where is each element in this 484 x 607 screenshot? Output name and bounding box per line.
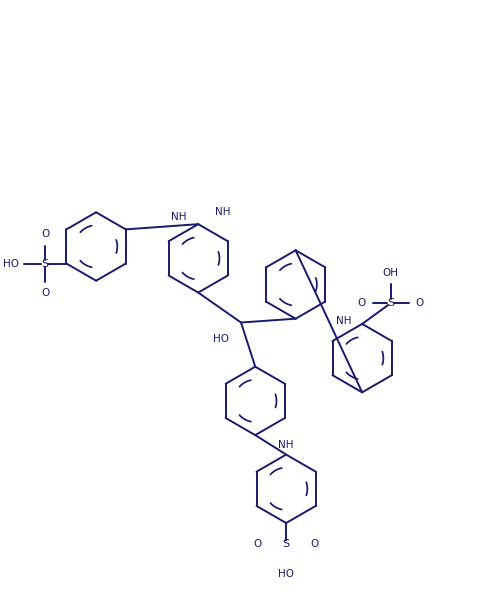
Text: S: S [42,259,49,268]
Text: O: O [358,297,366,308]
Text: HO: HO [3,259,19,268]
Text: O: O [311,540,319,549]
Text: NH: NH [336,316,351,327]
Text: S: S [387,297,394,308]
Text: S: S [283,540,290,549]
Text: HO: HO [213,334,229,344]
Text: NH: NH [278,440,293,450]
Text: O: O [41,229,49,239]
Text: NH: NH [171,212,187,222]
Text: O: O [41,288,49,298]
Text: NH: NH [215,207,230,217]
Text: O: O [415,297,424,308]
Text: O: O [253,540,261,549]
Text: OH: OH [383,268,399,278]
Text: HO: HO [278,569,294,579]
